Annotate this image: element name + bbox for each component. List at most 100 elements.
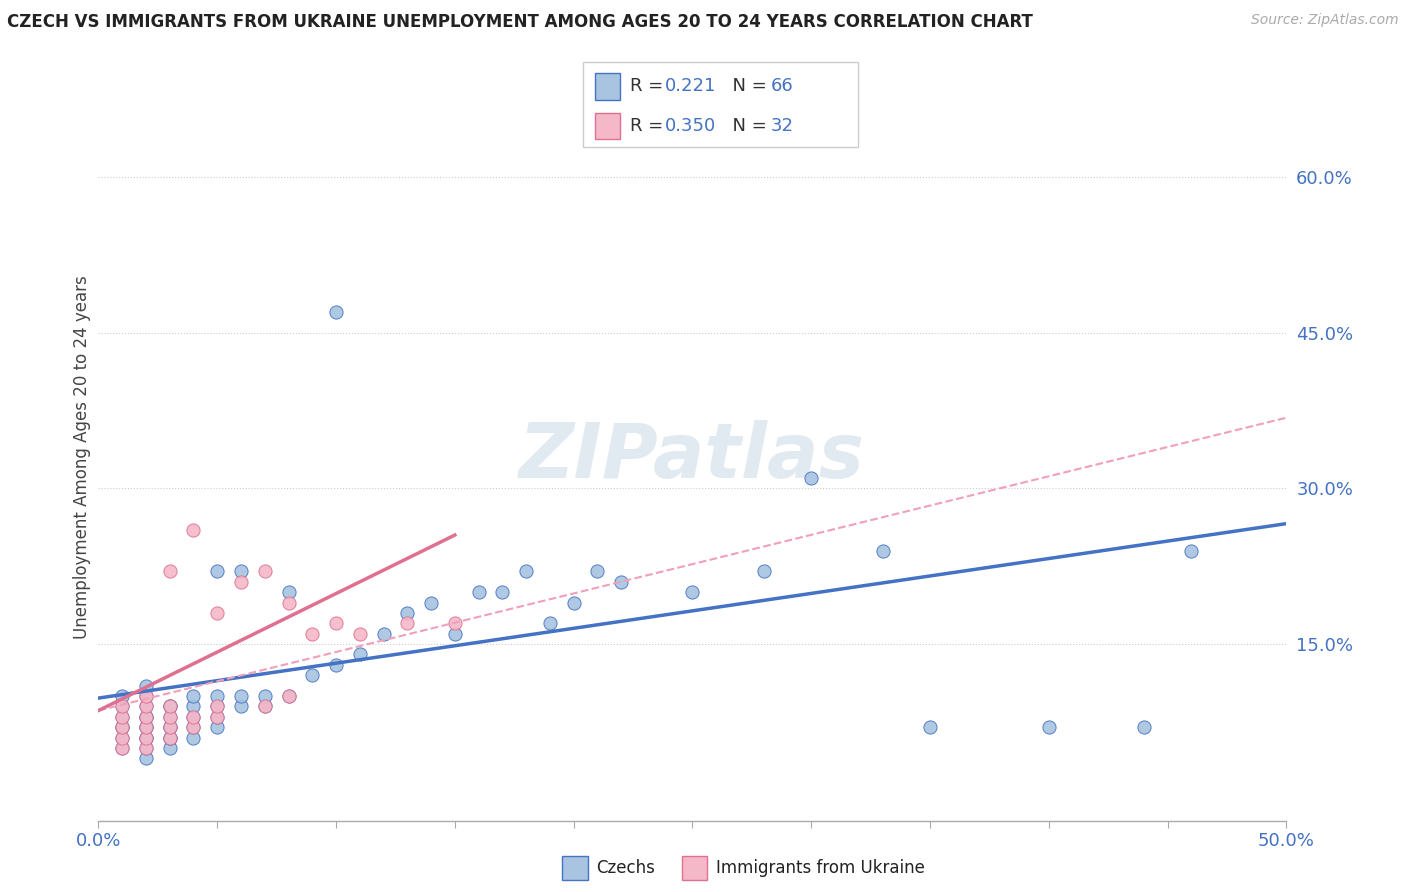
Point xyxy=(135,679,157,693)
Point xyxy=(183,710,205,724)
Point xyxy=(135,699,157,714)
Point xyxy=(135,740,157,755)
Point xyxy=(325,305,347,319)
Point xyxy=(135,710,157,724)
Point xyxy=(420,596,443,610)
Point xyxy=(111,710,134,724)
Point xyxy=(111,720,134,734)
Point xyxy=(301,626,323,640)
Point xyxy=(111,689,134,703)
Point xyxy=(135,720,157,734)
Point xyxy=(800,471,823,485)
Text: 66: 66 xyxy=(770,78,793,95)
Point xyxy=(207,565,229,579)
Point xyxy=(135,710,157,724)
Point xyxy=(111,699,134,714)
Point xyxy=(610,574,633,589)
Point xyxy=(277,689,299,703)
Point xyxy=(135,720,157,734)
Point xyxy=(277,689,299,703)
Point xyxy=(183,689,205,703)
Text: Czechs: Czechs xyxy=(596,859,655,877)
Point xyxy=(207,720,229,734)
Point xyxy=(159,720,181,734)
Point xyxy=(1133,720,1156,734)
Point xyxy=(229,699,252,714)
Point xyxy=(159,710,181,724)
Text: CZECH VS IMMIGRANTS FROM UKRAINE UNEMPLOYMENT AMONG AGES 20 TO 24 YEARS CORRELAT: CZECH VS IMMIGRANTS FROM UKRAINE UNEMPLO… xyxy=(7,13,1033,31)
Point xyxy=(349,648,371,662)
Point xyxy=(538,616,561,631)
Text: N =: N = xyxy=(721,117,773,135)
Point xyxy=(349,626,371,640)
Point xyxy=(920,720,942,734)
Point xyxy=(207,710,229,724)
Point xyxy=(229,565,252,579)
Point xyxy=(183,720,205,734)
Point xyxy=(681,585,703,599)
Point xyxy=(253,689,276,703)
Point xyxy=(135,731,157,745)
Point xyxy=(159,565,181,579)
Point xyxy=(373,626,395,640)
Point xyxy=(467,585,489,599)
Point xyxy=(111,731,134,745)
Text: 32: 32 xyxy=(770,117,793,135)
Point xyxy=(111,710,134,724)
Point xyxy=(135,689,157,703)
Y-axis label: Unemployment Among Ages 20 to 24 years: Unemployment Among Ages 20 to 24 years xyxy=(73,276,91,639)
Point xyxy=(111,699,134,714)
Point xyxy=(111,731,134,745)
Point xyxy=(253,565,276,579)
Point xyxy=(111,720,134,734)
Point xyxy=(159,699,181,714)
Point xyxy=(183,710,205,724)
Point xyxy=(207,606,229,620)
Text: N =: N = xyxy=(721,78,773,95)
Point xyxy=(159,731,181,745)
Point xyxy=(444,616,467,631)
Point xyxy=(135,751,157,765)
Text: 0.221: 0.221 xyxy=(665,78,717,95)
Point xyxy=(183,731,205,745)
Point xyxy=(135,699,157,714)
Point xyxy=(159,720,181,734)
Point xyxy=(111,720,134,734)
Text: 0.350: 0.350 xyxy=(665,117,716,135)
Point xyxy=(515,565,537,579)
Point xyxy=(135,740,157,755)
Point xyxy=(135,720,157,734)
Point xyxy=(159,699,181,714)
Point xyxy=(444,626,467,640)
Point xyxy=(752,565,775,579)
Point xyxy=(135,731,157,745)
Text: Immigrants from Ukraine: Immigrants from Ukraine xyxy=(716,859,925,877)
Point xyxy=(207,699,229,714)
Point xyxy=(159,720,181,734)
Point xyxy=(277,596,299,610)
Text: R =: R = xyxy=(630,78,669,95)
Point xyxy=(135,710,157,724)
Point xyxy=(872,543,894,558)
Point xyxy=(396,616,419,631)
Point xyxy=(183,523,205,537)
Point xyxy=(159,731,181,745)
Point xyxy=(159,710,181,724)
Point xyxy=(111,740,134,755)
Point xyxy=(207,699,229,714)
Point xyxy=(159,731,181,745)
Text: Source: ZipAtlas.com: Source: ZipAtlas.com xyxy=(1251,13,1399,28)
Point xyxy=(207,710,229,724)
Point xyxy=(1180,543,1202,558)
Point xyxy=(207,689,229,703)
Point xyxy=(491,585,513,599)
Point xyxy=(1038,720,1060,734)
Point xyxy=(253,699,276,714)
Point xyxy=(111,740,134,755)
Point xyxy=(396,606,419,620)
Point xyxy=(301,668,323,682)
Point xyxy=(159,699,181,714)
Point xyxy=(183,699,205,714)
Point xyxy=(135,731,157,745)
Text: ZIPatlas: ZIPatlas xyxy=(519,420,866,494)
